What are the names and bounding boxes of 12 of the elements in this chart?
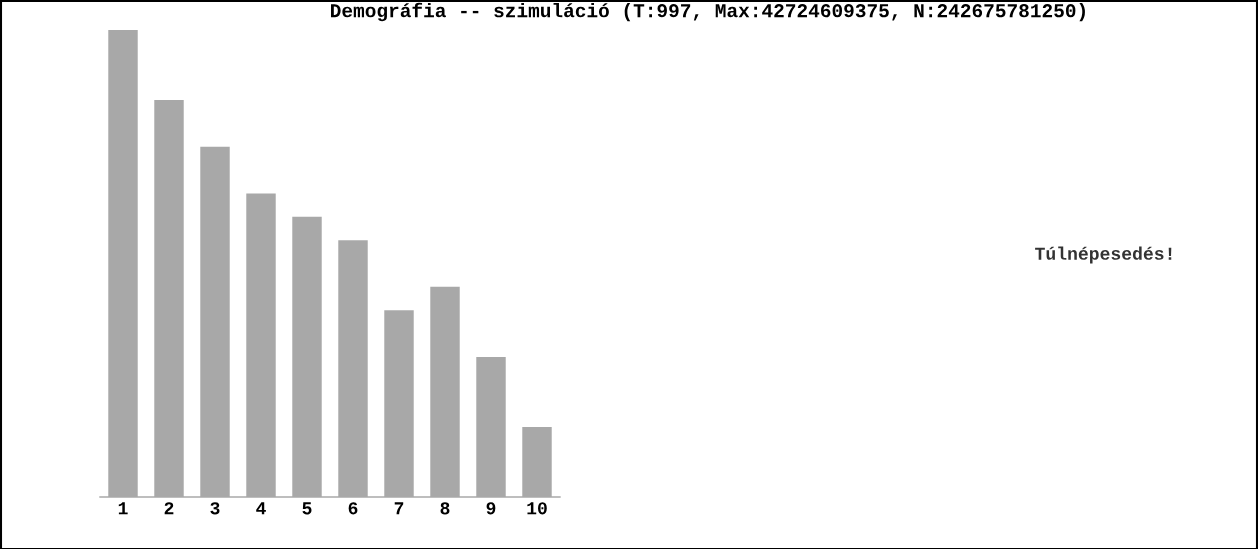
x-tick-label: 9	[486, 502, 496, 515]
x-tick-label: 2	[164, 502, 174, 515]
x-tick-label: 6	[348, 502, 358, 515]
text: Túlnépesedés!	[1035, 246, 1172, 264]
x-tick-label: 7	[394, 502, 404, 515]
x-tick-label: 4	[256, 502, 266, 515]
x-tick-label: 8	[440, 502, 450, 515]
x-tick-label: 10	[527, 502, 547, 515]
x-tick-label: 3	[210, 502, 220, 515]
text: Demográfia -- szimuláció (T:997, Max:42724609375, N:242675781250)	[331, 2, 1085, 22]
x-tick-label: 1	[118, 502, 128, 515]
x-tick-label: 5	[302, 502, 312, 515]
